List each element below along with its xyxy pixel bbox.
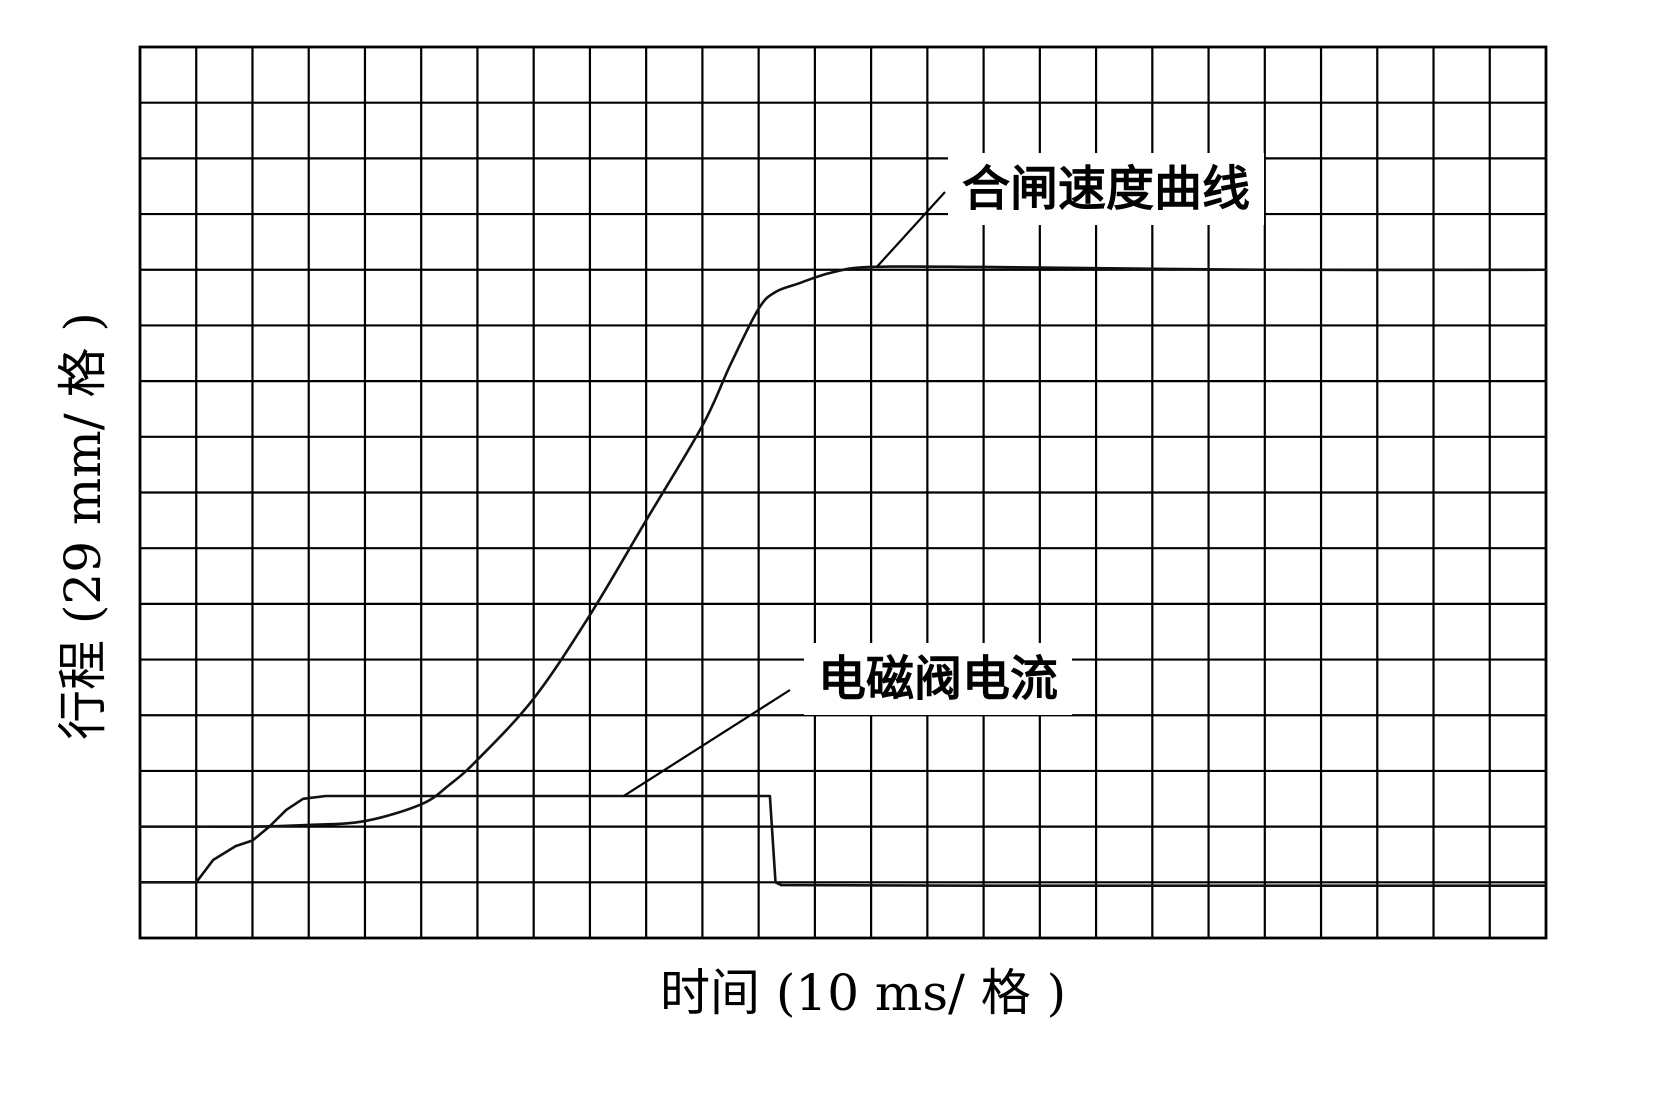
speed-curve-label: 合闸速度曲线	[962, 161, 1250, 217]
callouts-group: 合闸速度曲线 电磁阀电流	[623, 153, 1265, 797]
valve-current-label-background	[804, 643, 1073, 715]
speed-curve-leader-line	[875, 191, 946, 268]
speed-curve-label-background	[948, 153, 1265, 225]
valve-current-leader-line	[623, 689, 791, 797]
chart-grid	[140, 47, 1546, 938]
closing-speed-curve	[138, 265, 1548, 829]
chart-series-group	[138, 265, 1548, 887]
solenoid-valve-current-curve	[138, 794, 1548, 887]
x-axis-label: 时间 (10 ms/ 格 )	[660, 964, 1066, 1022]
y-axis-label: 行程 (29 mm/ 格 )	[54, 312, 112, 740]
valve-current-label: 电磁阀电流	[818, 651, 1058, 707]
plot-frame	[138, 45, 1548, 940]
